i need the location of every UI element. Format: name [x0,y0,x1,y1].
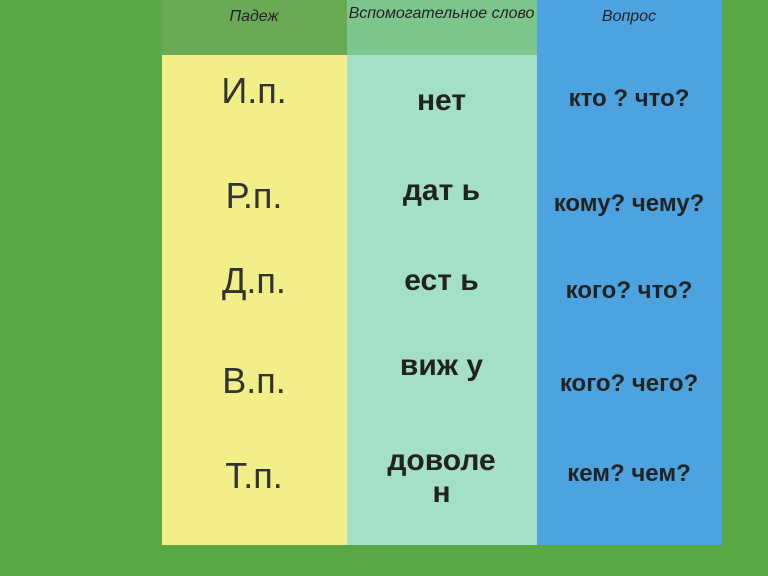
case-genitive: Р.п. [162,175,347,217]
column-questions: кто ? что? кому? чему? кого? что? кого? … [537,55,722,545]
header-case: Падеж [162,0,347,55]
question-4: кого? чего? [537,370,722,398]
column-aux-words: нет дат ь ест ь виж у доволе н [347,55,537,545]
case-accusative: В.п. [162,360,347,402]
header-aux: Вспомогательное слово [347,0,537,55]
question-2: кому? чему? [537,190,722,218]
aux-word-3: ест ь [397,265,487,297]
table-body: И.п. Р.п. Д.п. В.п. Т.п. нет дат ь ест ь… [162,55,722,545]
case-instrumental: Т.п. [162,455,347,497]
question-5: кем? чем? [537,460,722,488]
header-question: Вопрос [537,0,722,55]
table-header-row: Падеж Вспомогательное слово Вопрос [162,0,722,55]
question-1: кто ? что? [537,85,722,113]
aux-word-4: виж у [397,350,487,382]
aux-word-5: доволе н [377,445,507,508]
question-3: кого? что? [537,277,722,305]
aux-word-1: нет [347,85,537,117]
case-dative: Д.п. [162,260,347,302]
aux-word-2: дат ь [397,175,487,207]
grammar-table: Падеж Вспомогательное слово Вопрос И.п. … [162,0,722,545]
case-nominative: И.п. [162,70,347,112]
column-cases: И.п. Р.п. Д.п. В.п. Т.п. [162,55,347,545]
